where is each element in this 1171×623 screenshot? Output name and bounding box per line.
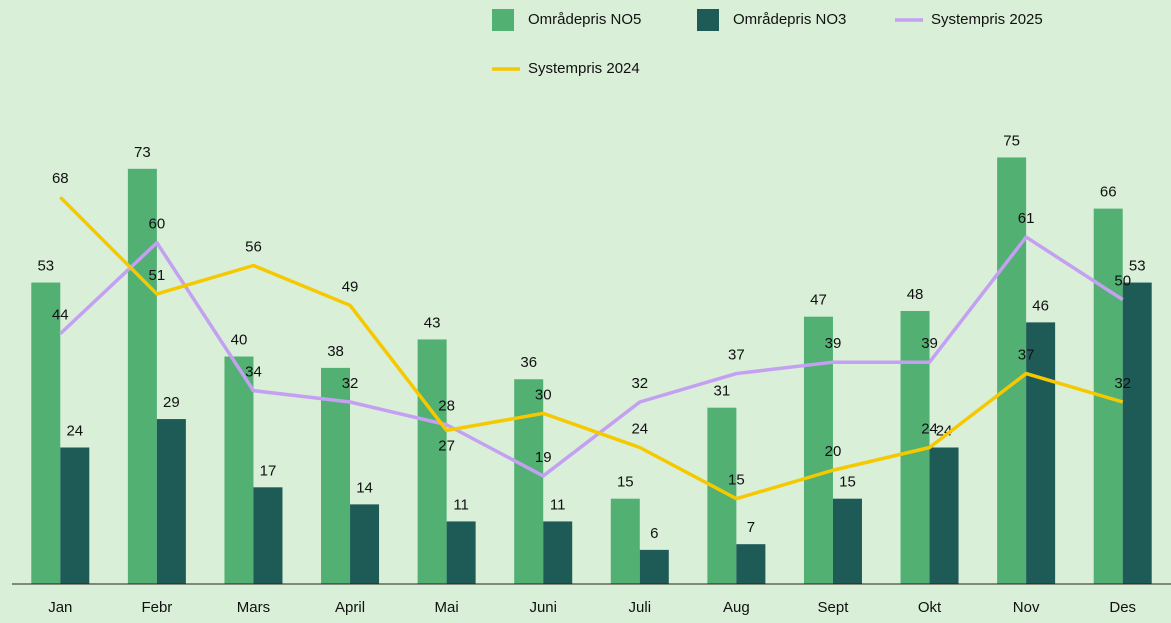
data-label: 66 <box>1100 184 1117 201</box>
x-tick-label: Des <box>1109 599 1136 616</box>
data-label: 38 <box>327 343 344 360</box>
data-label: 24 <box>66 422 83 439</box>
data-label: 49 <box>342 278 359 295</box>
x-tick-label: Okt <box>918 599 942 616</box>
data-label: 28 <box>438 398 455 415</box>
bar <box>224 356 254 584</box>
data-label: 27 <box>438 437 455 454</box>
data-label: 19 <box>535 449 552 466</box>
x-tick-label: Mai <box>435 599 459 616</box>
bar <box>514 379 544 584</box>
data-label: 31 <box>714 383 731 400</box>
data-label: 17 <box>260 462 277 479</box>
data-label: 37 <box>1018 347 1035 364</box>
bar <box>127 168 157 584</box>
bar <box>610 498 640 584</box>
line <box>59 196 1124 501</box>
data-label: 73 <box>134 144 151 161</box>
data-label: 14 <box>356 479 373 496</box>
data-label: 43 <box>424 314 441 331</box>
data-label: 50 <box>1114 273 1131 290</box>
bar <box>929 447 959 584</box>
x-tick-label: Juni <box>529 599 557 616</box>
data-label: 15 <box>839 474 856 491</box>
data-label: 39 <box>921 335 938 352</box>
bar <box>446 521 476 584</box>
data-label: 29 <box>163 394 180 411</box>
x-tick-label: Sept <box>818 599 850 616</box>
bar <box>543 521 573 584</box>
data-label: 46 <box>1032 297 1049 314</box>
bar <box>60 447 90 584</box>
data-label: 39 <box>825 335 842 352</box>
x-tick-label: Nov <box>1013 599 1040 616</box>
data-label: 56 <box>245 238 262 255</box>
data-label: 75 <box>1003 132 1020 149</box>
bar <box>736 544 766 584</box>
bar <box>350 504 380 584</box>
x-tick-label: April <box>335 599 365 616</box>
data-label: 6 <box>650 525 658 542</box>
bar <box>156 419 186 584</box>
data-label: 32 <box>342 375 359 392</box>
legend-label: Systempris 2025 <box>931 11 1043 28</box>
data-label: 32 <box>631 375 648 392</box>
line <box>59 235 1124 478</box>
data-label: 51 <box>149 267 166 284</box>
data-label: 44 <box>52 307 69 324</box>
data-label: 24 <box>921 420 938 437</box>
data-label: 34 <box>245 364 262 381</box>
data-label: 20 <box>825 443 842 460</box>
data-label: 32 <box>1114 375 1131 392</box>
legend-label: Områdepris NO5 <box>528 11 641 28</box>
x-tick-label: Aug <box>723 599 750 616</box>
data-label: 15 <box>728 472 745 489</box>
legend-swatch <box>697 9 719 31</box>
x-tick-label: Mars <box>237 599 270 616</box>
x-tick-label: Jan <box>48 599 72 616</box>
data-label: 36 <box>520 354 537 371</box>
bar <box>832 498 862 584</box>
data-label: 11 <box>453 496 469 513</box>
data-label: 47 <box>810 292 827 309</box>
data-label: 68 <box>52 170 69 187</box>
data-label: 15 <box>617 474 634 491</box>
data-label: 30 <box>535 386 552 403</box>
data-label: 53 <box>37 258 54 275</box>
bar <box>1122 282 1152 584</box>
bar <box>639 549 669 584</box>
bar <box>31 282 61 584</box>
legend-label: Områdepris NO3 <box>733 11 846 28</box>
data-label: 40 <box>231 331 248 348</box>
data-label: 11 <box>550 496 566 513</box>
legend-label: Systempris 2024 <box>528 60 640 77</box>
data-label: 53 <box>1129 258 1146 275</box>
bar <box>417 339 447 584</box>
legend-swatch <box>492 9 514 31</box>
bar <box>253 487 283 584</box>
data-label: 24 <box>631 420 648 437</box>
data-label: 61 <box>1018 210 1035 227</box>
bar <box>1026 322 1056 584</box>
data-label: 7 <box>747 519 755 536</box>
data-label: 37 <box>728 347 745 364</box>
x-tick-label: Febr <box>141 599 172 616</box>
x-tick-label: Juli <box>629 599 652 616</box>
data-label: 60 <box>149 216 166 233</box>
bar <box>997 157 1027 584</box>
data-label: 48 <box>907 286 924 303</box>
bar <box>321 367 351 584</box>
